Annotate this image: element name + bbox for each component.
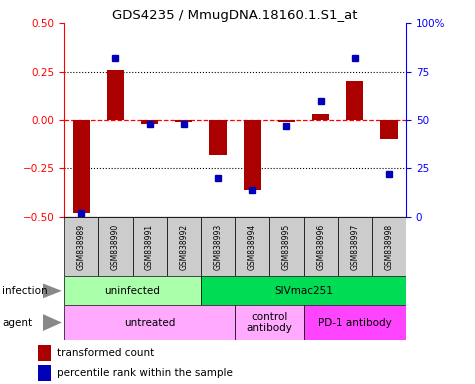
Bar <box>38 364 50 381</box>
Bar <box>98 217 133 276</box>
Text: PD-1 antibody: PD-1 antibody <box>318 318 392 328</box>
Bar <box>175 120 192 122</box>
Text: GSM838991: GSM838991 <box>145 223 154 270</box>
Text: GSM838993: GSM838993 <box>214 223 222 270</box>
Bar <box>201 276 406 305</box>
Text: agent: agent <box>2 318 32 328</box>
Text: transformed count: transformed count <box>57 348 154 358</box>
Text: GSM838995: GSM838995 <box>282 223 291 270</box>
Bar <box>64 276 201 305</box>
Polygon shape <box>43 314 62 331</box>
Bar <box>312 114 329 120</box>
Text: percentile rank within the sample: percentile rank within the sample <box>57 367 233 377</box>
Text: GSM838992: GSM838992 <box>180 223 188 270</box>
Text: uninfected: uninfected <box>104 286 161 296</box>
Bar <box>338 217 372 276</box>
Bar <box>64 217 98 276</box>
Title: GDS4235 / MmugDNA.18160.1.S1_at: GDS4235 / MmugDNA.18160.1.S1_at <box>113 9 358 22</box>
Bar <box>141 120 158 124</box>
Text: GSM838998: GSM838998 <box>385 223 393 270</box>
Text: GSM838997: GSM838997 <box>351 223 359 270</box>
Text: control
antibody: control antibody <box>247 312 292 333</box>
Bar <box>209 120 227 155</box>
Bar <box>167 217 201 276</box>
Text: SIVmac251: SIVmac251 <box>274 286 333 296</box>
Bar <box>372 217 406 276</box>
Bar <box>269 217 304 276</box>
Bar <box>304 305 406 340</box>
Bar <box>278 120 295 122</box>
Bar <box>235 305 304 340</box>
Text: GSM838996: GSM838996 <box>316 223 325 270</box>
Bar <box>244 120 261 190</box>
Bar <box>107 70 124 120</box>
Bar <box>73 120 90 213</box>
Text: GSM838989: GSM838989 <box>77 223 86 270</box>
Bar <box>64 305 235 340</box>
Bar <box>304 217 338 276</box>
Text: infection: infection <box>2 286 48 296</box>
Bar <box>38 345 50 361</box>
Text: GSM838994: GSM838994 <box>248 223 256 270</box>
Bar <box>133 217 167 276</box>
Bar <box>201 217 235 276</box>
Polygon shape <box>43 283 62 298</box>
Bar <box>346 81 363 120</box>
Text: GSM838990: GSM838990 <box>111 223 120 270</box>
Bar <box>380 120 398 139</box>
Bar <box>235 217 269 276</box>
Text: untreated: untreated <box>124 318 175 328</box>
